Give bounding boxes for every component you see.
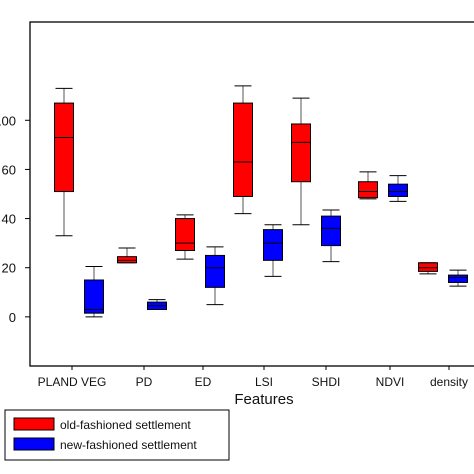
box-old-2 xyxy=(175,214,195,260)
category-label: NDVI xyxy=(376,375,405,389)
box-old-1 xyxy=(117,247,137,264)
box-old-5 xyxy=(358,171,378,200)
iqr-box xyxy=(291,123,311,183)
box-new-5 xyxy=(388,175,408,202)
box-new-3 xyxy=(263,224,283,277)
box-new-0 xyxy=(84,265,104,318)
box-old-4 xyxy=(291,97,311,226)
iqr-box xyxy=(175,218,195,252)
iqr-box xyxy=(321,215,341,247)
legend-swatch xyxy=(13,417,55,431)
iqr-box xyxy=(84,279,104,314)
iqr-box xyxy=(233,102,253,197)
iqr-box xyxy=(448,274,468,283)
iqr-box xyxy=(388,183,408,197)
box-new-6 xyxy=(448,269,468,287)
box-new-1 xyxy=(147,299,167,310)
iqr-box xyxy=(418,262,438,272)
box-old-0 xyxy=(54,87,74,237)
iqr-box xyxy=(263,229,283,261)
y-tick-label: 40 xyxy=(2,212,16,227)
legend-label: old-fashioned settlement xyxy=(60,418,191,432)
box-new-2 xyxy=(205,246,225,306)
x-axis-title: Features xyxy=(234,391,293,408)
iqr-box xyxy=(54,102,74,193)
y-tick-label: 0 xyxy=(9,310,16,325)
legend-label: new-fashioned settlement xyxy=(60,438,197,452)
plot-frame xyxy=(29,21,474,367)
category-label: ED xyxy=(195,375,212,389)
category-label: PD xyxy=(136,375,153,389)
legend-swatch xyxy=(13,437,55,451)
y-tick-label: 60 xyxy=(2,162,16,177)
box-old-6 xyxy=(418,262,438,275)
y-tick-label: 20 xyxy=(2,261,16,276)
category-label: density xyxy=(430,375,468,389)
category-label: LSI xyxy=(255,375,273,389)
category-label: PLAND VEG xyxy=(38,375,107,389)
category-label: SHDI xyxy=(312,375,341,389)
box-old-3 xyxy=(233,85,253,215)
iqr-box xyxy=(205,254,225,288)
y-tick-label: 100 xyxy=(0,113,16,128)
iqr-box xyxy=(358,181,378,199)
box-new-4 xyxy=(321,209,341,263)
iqr-box xyxy=(117,256,137,264)
